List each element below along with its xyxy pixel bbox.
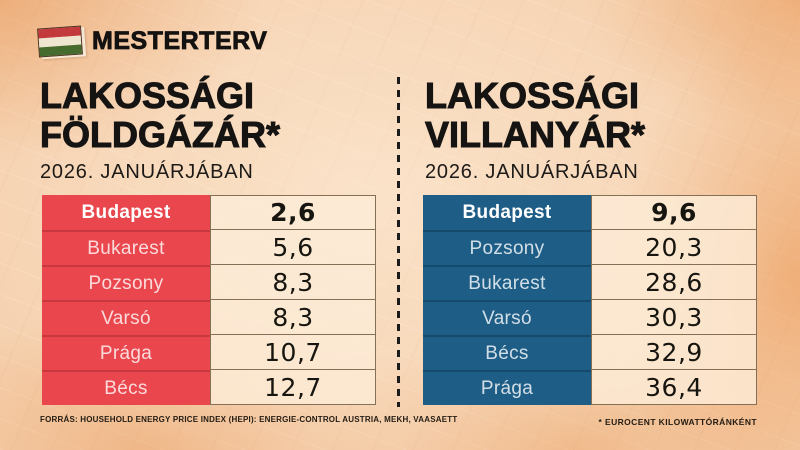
table-row: Pozsony 20,3 [423, 230, 757, 265]
city-cell: Bukarest [42, 230, 210, 265]
table-row: Varsó 8,3 [42, 300, 376, 335]
city-cell: Pozsony [423, 230, 591, 265]
gas-title-line2: FÖLDGÁZÁR* [40, 114, 281, 155]
gas-title-line1: LAKOSSÁGI [40, 75, 255, 116]
city-cell: Bukarest [423, 265, 591, 300]
electricity-subtitle: 2026. JANUÁRJÁBAN [425, 161, 639, 183]
flag-stripe-green [39, 44, 82, 57]
city-cell: Varsó [42, 300, 210, 335]
city-cell: Pozsony [42, 265, 210, 300]
table-row: Budapest 2,6 [42, 195, 376, 230]
value-cell: 8,3 [210, 265, 376, 300]
table-row: Prága 10,7 [42, 335, 376, 370]
city-cell: Prága [42, 335, 210, 370]
city-cell: Budapest [423, 195, 591, 230]
value-cell: 28,6 [591, 265, 757, 300]
vertical-dashed-divider [397, 77, 400, 407]
gas-panel-header: LAKOSSÁGI FÖLDGÁZÁR* 2026. JANUÁRJÁBAN [40, 76, 390, 184]
value-cell: 10,7 [210, 335, 376, 370]
value-cell: 20,3 [591, 230, 757, 265]
value-cell: 36,4 [591, 370, 757, 405]
brand-logo: MESTERTERV [37, 25, 268, 58]
table-row: Bukarest 28,6 [423, 265, 757, 300]
electricity-price-table: Budapest 9,6 Pozsony 20,3 Bukarest 28,6 … [423, 195, 757, 405]
table-row: Pozsony 8,3 [42, 265, 376, 300]
brand-name: MESTERTERV [92, 27, 268, 56]
source-note: FORRÁS: HOUSEHOLD ENERGY PRICE INDEX (HE… [40, 415, 457, 424]
value-cell: 5,6 [210, 230, 376, 265]
electricity-title-line1: LAKOSSÁGI [425, 75, 640, 116]
value-cell: 12,7 [210, 370, 376, 405]
unit-footnote: * EUROCENT KILOWATTÓRÁNKÉNT [598, 417, 757, 427]
value-cell: 8,3 [210, 300, 376, 335]
city-cell: Bécs [42, 370, 210, 405]
hungarian-flag-icon [37, 25, 83, 58]
city-cell: Bécs [423, 335, 591, 370]
value-cell: 9,6 [591, 195, 757, 230]
city-cell: Varsó [423, 300, 591, 335]
city-cell: Prága [423, 370, 591, 405]
table-row: Varsó 30,3 [423, 300, 757, 335]
source-label: FORRÁS: [40, 415, 78, 424]
gas-price-table: Budapest 2,6 Bukarest 5,6 Pozsony 8,3 Va… [42, 195, 376, 405]
table-row: Bécs 12,7 [42, 370, 376, 405]
table-row: Bukarest 5,6 [42, 230, 376, 265]
electricity-title-line2: VILLANYÁR* [425, 114, 646, 155]
value-cell: 2,6 [210, 195, 376, 230]
electricity-panel-header: LAKOSSÁGI VILLANYÁR* 2026. JANUÁRJÁBAN [425, 76, 775, 184]
city-cell: Budapest [42, 195, 210, 230]
value-cell: 30,3 [591, 300, 757, 335]
value-cell: 32,9 [591, 335, 757, 370]
table-row: Prága 36,4 [423, 370, 757, 405]
source-text: HOUSEHOLD ENERGY PRICE INDEX (HEPI): ENE… [77, 415, 458, 424]
table-row: Budapest 9,6 [423, 195, 757, 230]
table-row: Bécs 32,9 [423, 335, 757, 370]
gas-subtitle: 2026. JANUÁRJÁBAN [40, 161, 254, 183]
